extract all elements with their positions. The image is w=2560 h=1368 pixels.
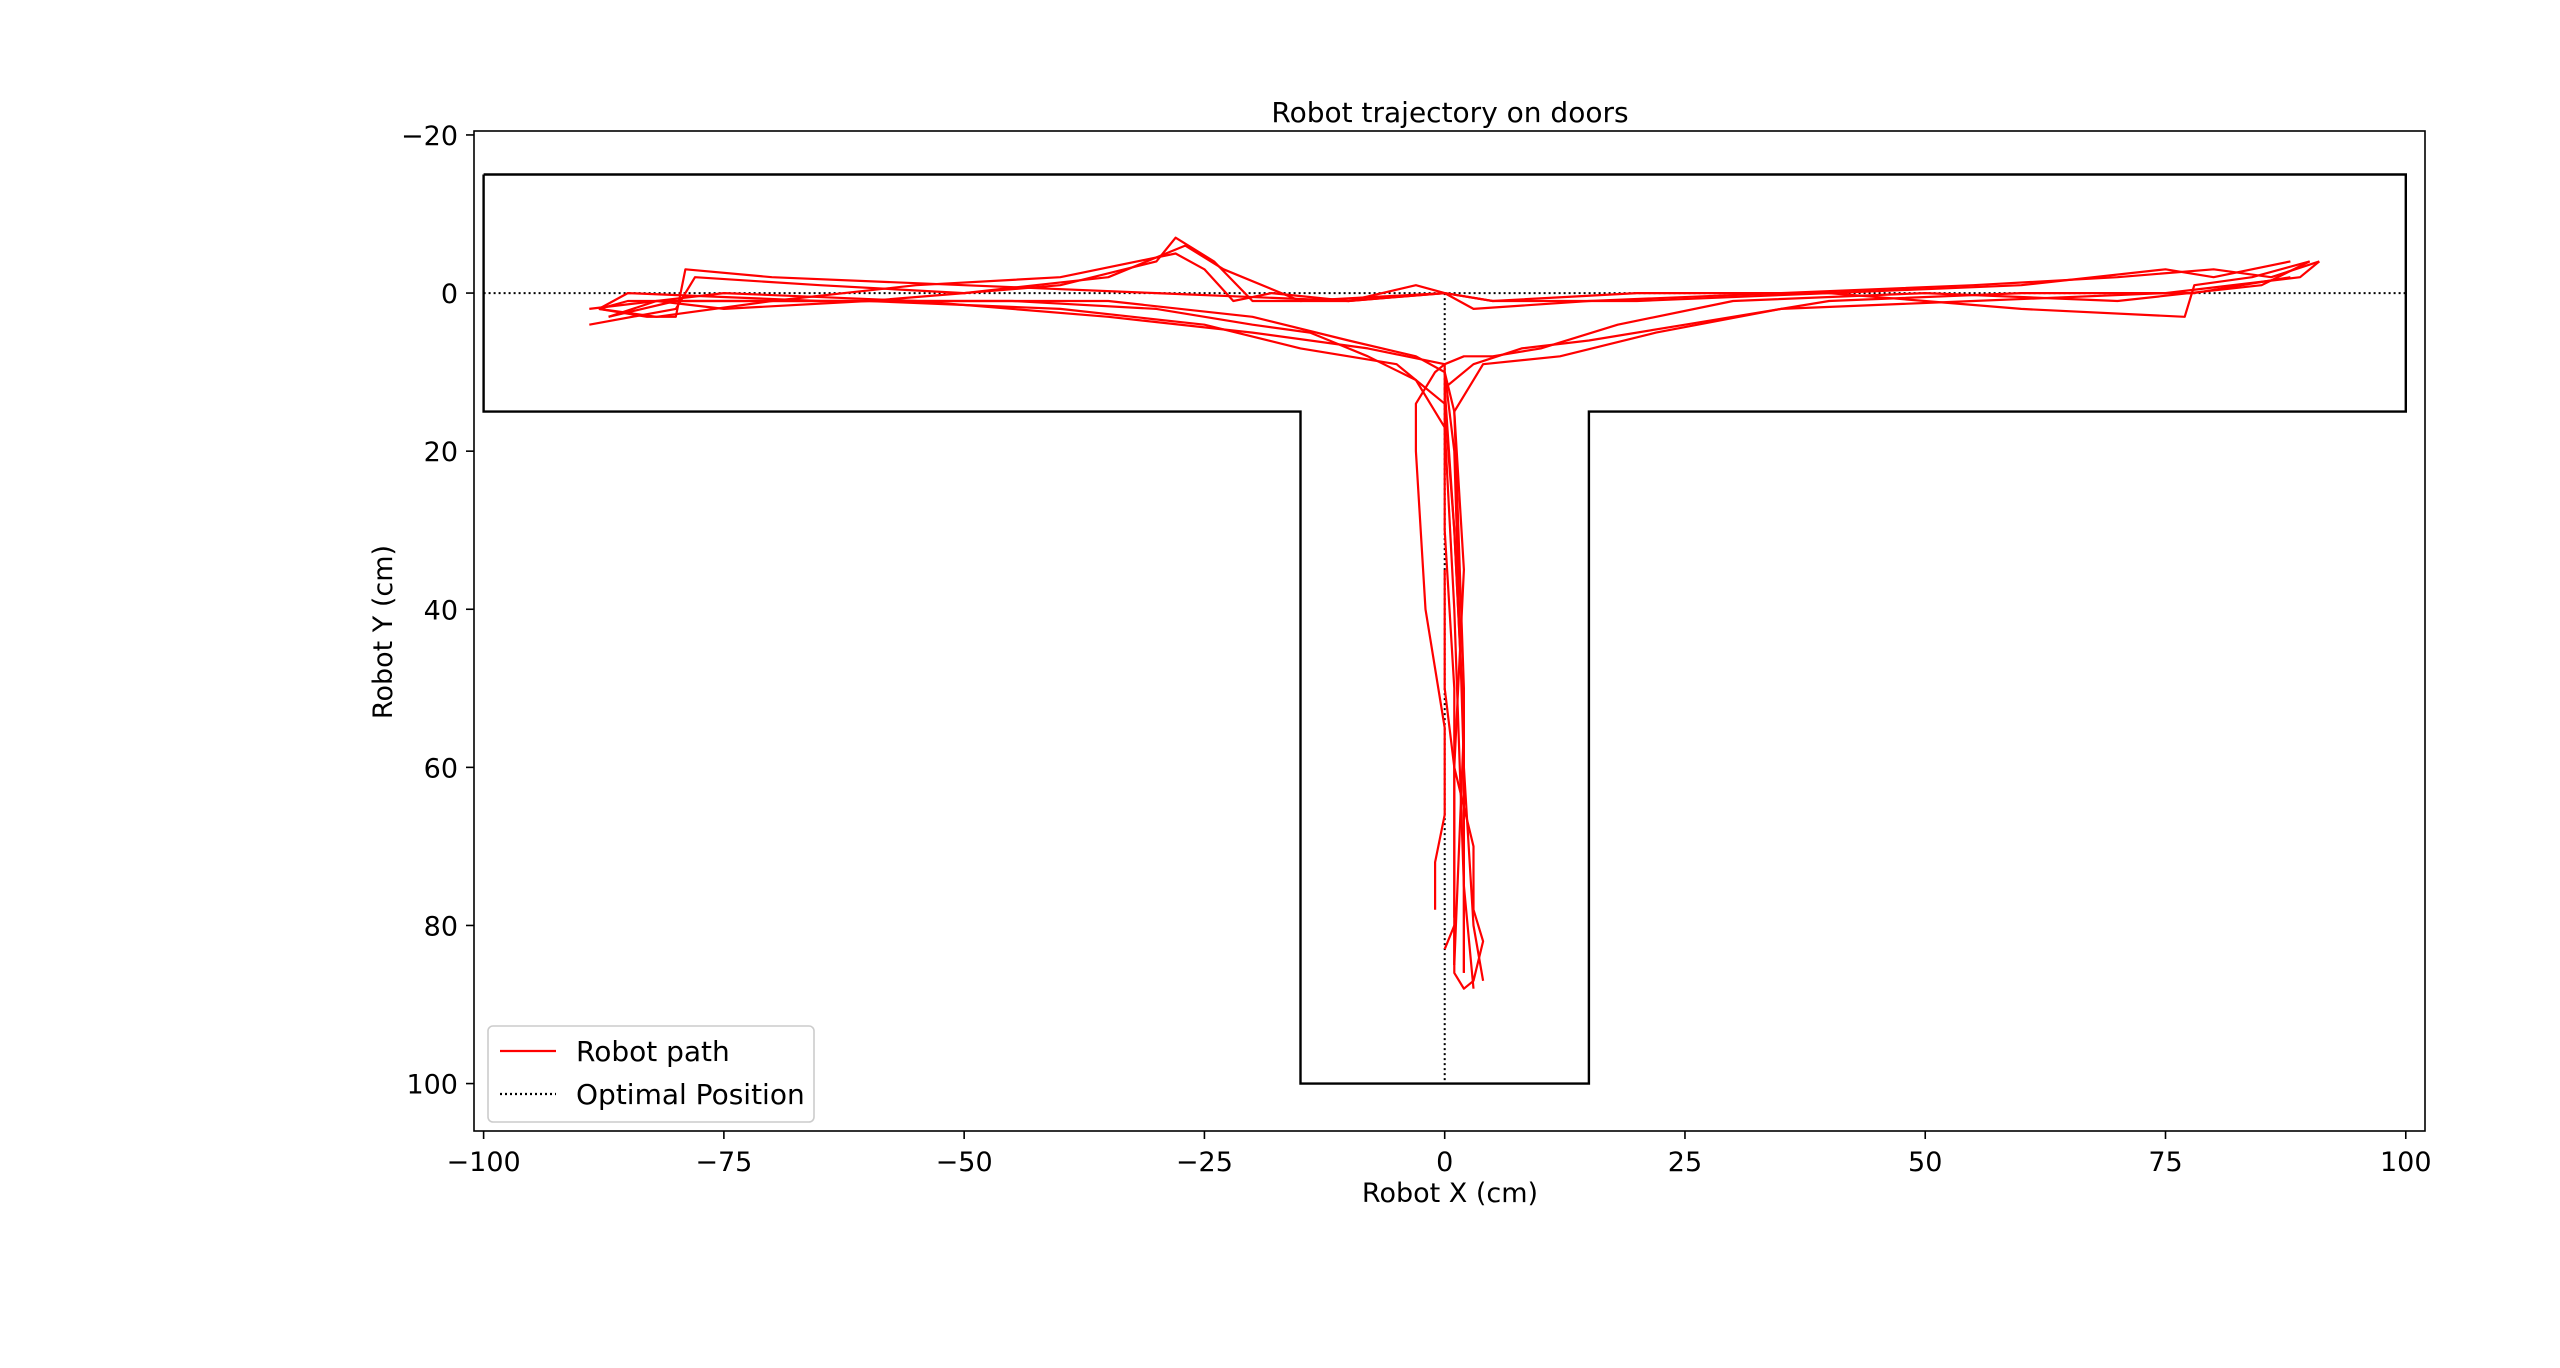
robot-path-segment-13: [1444, 260, 2311, 366]
legend: Robot path Optimal Position: [487, 1025, 815, 1123]
robot-path-segment-4: [608, 236, 1445, 318]
robot-path-segment-7: [598, 292, 1475, 989]
robot-path-segment-3: [608, 299, 1466, 973]
x-tick-label: 50: [1908, 1147, 1942, 1178]
plot-area: [482, 173, 2408, 1085]
boundary-outline: [482, 173, 2408, 1085]
robot-path-segment-16: [1444, 260, 2320, 310]
x-tick-label: −100: [447, 1147, 521, 1178]
x-tick-label: 100: [2380, 1147, 2432, 1178]
robot-path-segment-8: [598, 252, 1445, 318]
y-tick-label: 20: [424, 437, 458, 468]
axes-frame: [473, 130, 2426, 1132]
y-tick-label: 60: [424, 753, 458, 784]
legend-label-optimal-position: Optimal Position: [576, 1078, 805, 1111]
robot-path-segment-12: [1444, 260, 2291, 303]
robot-path-segment-6: [589, 244, 1445, 326]
legend-box: [487, 1025, 815, 1123]
x-tick-label: −25: [1176, 1147, 1233, 1178]
robot-path-segment-11: [1443, 276, 2291, 966]
y-axis-label: Robot Y (cm): [368, 545, 399, 719]
x-tick-label: 0: [1436, 1147, 1453, 1178]
robot-path-segment-17: [1443, 371, 1485, 981]
y-tick-label: 40: [424, 595, 458, 626]
robot-path-segment-1: [598, 299, 1466, 965]
x-tick-label: 25: [1668, 1147, 1702, 1178]
x-tick-label: −50: [936, 1147, 993, 1178]
chart-title: Robot trajectory on doors: [1271, 96, 1628, 129]
robot-path-segment-5: [589, 292, 1445, 366]
legend-label-robot-path: Robot path: [576, 1035, 730, 1068]
y-tick-label: 100: [406, 1070, 458, 1101]
x-tick-label: −75: [695, 1147, 752, 1178]
robot-path-segment-9: [1414, 363, 1456, 918]
y-tick-label: 80: [424, 911, 458, 942]
y-axis: −20 0 20 40 60 80 100: [401, 121, 474, 1101]
y-tick-label: 0: [441, 279, 458, 310]
robot-path-segment-15: [1453, 260, 2320, 973]
x-axis: −100 −75 −50 −25 0 25 50 75 100: [447, 1131, 2432, 1178]
robot-path-segment-14: [1444, 260, 2310, 318]
x-tick-label: 75: [2148, 1147, 2182, 1178]
y-tick-label: −20: [401, 121, 458, 152]
x-axis-label: Robot X (cm): [1362, 1178, 1538, 1209]
